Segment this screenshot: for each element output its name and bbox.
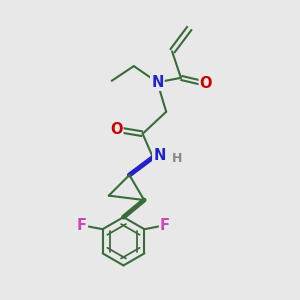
Text: F: F	[77, 218, 87, 233]
Text: O: O	[110, 122, 122, 137]
Text: O: O	[200, 76, 212, 91]
Text: H: H	[172, 152, 182, 165]
Text: N: N	[151, 75, 164, 90]
Text: F: F	[160, 218, 170, 233]
Text: N: N	[153, 148, 166, 164]
